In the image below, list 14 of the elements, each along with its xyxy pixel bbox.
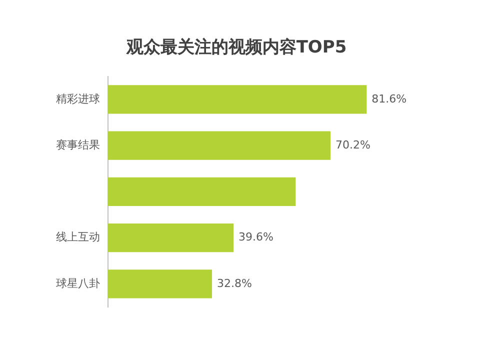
bar (108, 270, 212, 298)
data-label: 39.6% (238, 230, 274, 244)
y-tick-label: 赛事结果 (56, 138, 100, 152)
bar (108, 131, 331, 160)
bar (108, 177, 296, 206)
y-tick-label: 线上互动 (56, 230, 100, 244)
data-label: 70.2% (336, 138, 370, 152)
bar (108, 224, 234, 252)
y-tick-label: 球星八卦 (56, 276, 100, 290)
data-label: 32.8% (216, 276, 252, 290)
data-label: 81.6% (372, 92, 407, 106)
y-tick-label: 精彩进球 (56, 92, 100, 106)
chart-title: 观众最关注的视频内容TOP5 (125, 38, 347, 58)
bar (108, 85, 367, 114)
